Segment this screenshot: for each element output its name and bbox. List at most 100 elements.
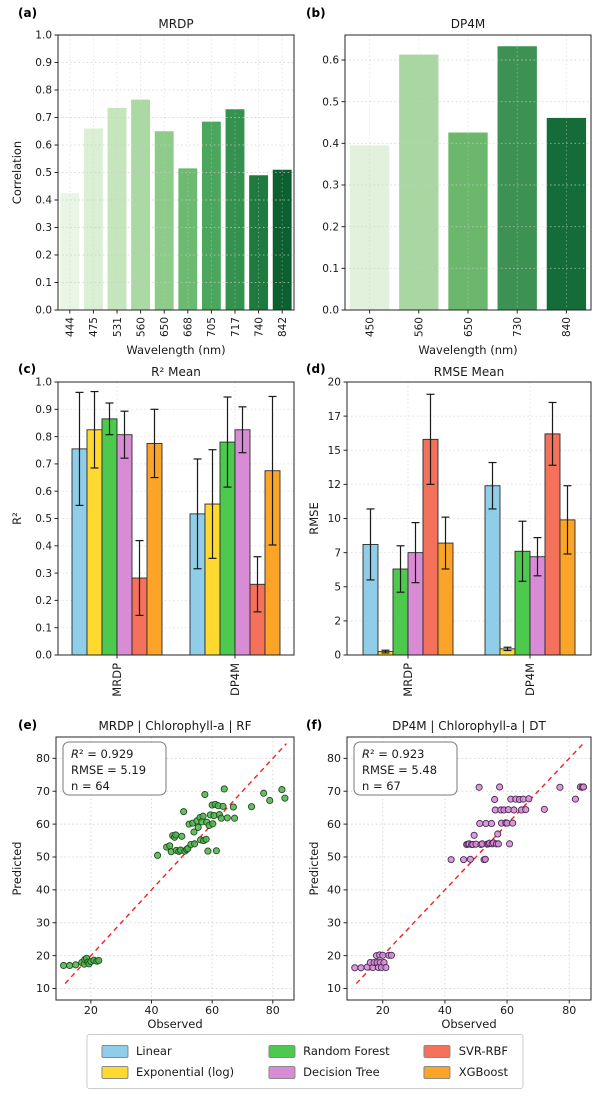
svg-text:DP4M | Chlorophyll-a | DT: DP4M | Chlorophyll-a | DT bbox=[392, 719, 546, 733]
svg-text:0.4: 0.4 bbox=[322, 138, 339, 150]
legend-item-linear: Linear bbox=[100, 1044, 234, 1058]
svg-text:Observed: Observed bbox=[147, 1017, 202, 1030]
svg-text:20: 20 bbox=[84, 1004, 98, 1017]
svg-text:10: 10 bbox=[36, 982, 50, 995]
panel-f: (f) DP4M | Chlorophyll-a | DT Predicted Ob… bbox=[305, 716, 601, 1030]
svg-text:0.2: 0.2 bbox=[35, 595, 52, 607]
svg-text:20: 20 bbox=[376, 1004, 390, 1017]
svg-text:0.8: 0.8 bbox=[35, 431, 52, 443]
legend-swatch bbox=[100, 1065, 128, 1079]
svg-text:0.0: 0.0 bbox=[35, 650, 52, 662]
legend-item-xgboost: XGBoost bbox=[423, 1065, 508, 1079]
svg-text:0.4: 0.4 bbox=[35, 195, 52, 207]
svg-text:17: 17 bbox=[328, 411, 341, 423]
svg-text:450: 450 bbox=[364, 317, 376, 337]
svg-text:0.1: 0.1 bbox=[322, 263, 339, 275]
svg-text:RMSE = 5.19: RMSE = 5.19 bbox=[71, 763, 146, 777]
svg-text:60: 60 bbox=[327, 818, 341, 831]
svg-text:60: 60 bbox=[36, 818, 50, 831]
svg-text:Observed: Observed bbox=[441, 1017, 496, 1030]
svg-text:40: 40 bbox=[36, 884, 50, 897]
legend-label: Linear bbox=[135, 1044, 172, 1058]
svg-text:560: 560 bbox=[414, 317, 426, 337]
panel-c: (c) R² Mean R² MRDP DP4M 0.0 0.1 0.2 0.3 0.4 0.5 0… bbox=[8, 360, 300, 716]
panel-e-chart: MRDP | Chlorophyll-a | RF Predicted Observ… bbox=[10, 719, 295, 1030]
panel-b-tag: (b) bbox=[306, 6, 326, 20]
legend-swatch bbox=[268, 1065, 296, 1079]
svg-text:80: 80 bbox=[266, 1004, 280, 1017]
svg-text:R² = 0.923: R² = 0.923 bbox=[362, 747, 424, 761]
svg-text:50: 50 bbox=[327, 851, 341, 864]
svg-text:2: 2 bbox=[334, 616, 341, 628]
svg-text:0.3: 0.3 bbox=[35, 222, 52, 234]
svg-text:RMSE: RMSE bbox=[307, 502, 321, 534]
svg-text:70: 70 bbox=[327, 785, 341, 798]
panel-d: (d) RMSE Mean RMSE MRDP DP4M 0 2 5 7 10 12 15 17 20 bbox=[305, 360, 601, 716]
panel-f-chart: DP4M | Chlorophyll-a | DT Predicted Observ… bbox=[307, 719, 592, 1030]
svg-text:0.0: 0.0 bbox=[35, 305, 52, 317]
svg-text:0.5: 0.5 bbox=[322, 96, 339, 108]
svg-text:12: 12 bbox=[328, 479, 341, 491]
svg-text:MRDP | Chlorophyll-a | RF: MRDP | Chlorophyll-a | RF bbox=[98, 719, 251, 733]
panel-a-chart: MRDP Correlation Wavelength (nm) 0.0 0.1 0.2 0… bbox=[10, 17, 295, 357]
legend-swatch bbox=[423, 1065, 451, 1079]
svg-text:20: 20 bbox=[36, 949, 50, 962]
svg-text:7: 7 bbox=[334, 547, 341, 559]
svg-text:0.9: 0.9 bbox=[35, 404, 52, 416]
svg-text:80: 80 bbox=[327, 752, 341, 765]
svg-text:R²: R² bbox=[10, 512, 24, 525]
svg-text:650: 650 bbox=[463, 317, 475, 337]
legend-label: SVR-RBF bbox=[458, 1044, 509, 1058]
svg-text:0.2: 0.2 bbox=[35, 250, 52, 262]
svg-text:0.9: 0.9 bbox=[35, 57, 52, 69]
svg-text:RMSE Mean: RMSE Mean bbox=[434, 365, 504, 379]
svg-text:0.3: 0.3 bbox=[35, 568, 52, 580]
svg-text:R² Mean: R² Mean bbox=[151, 365, 201, 379]
svg-text:20: 20 bbox=[328, 377, 341, 389]
svg-text:0: 0 bbox=[334, 650, 341, 662]
svg-text:0.5: 0.5 bbox=[35, 167, 52, 179]
svg-text:10: 10 bbox=[327, 982, 341, 995]
svg-text:0.6: 0.6 bbox=[35, 486, 52, 498]
svg-text:30: 30 bbox=[36, 916, 50, 929]
svg-text:60: 60 bbox=[205, 1004, 219, 1017]
svg-text:50: 50 bbox=[36, 851, 50, 864]
svg-text:40: 40 bbox=[438, 1004, 452, 1017]
svg-text:Predicted: Predicted bbox=[10, 842, 24, 896]
svg-text:5: 5 bbox=[334, 581, 341, 593]
svg-text:n = 64: n = 64 bbox=[71, 779, 110, 793]
panel-a-tag: (a) bbox=[18, 6, 38, 20]
svg-text:668: 668 bbox=[183, 317, 195, 337]
svg-text:40: 40 bbox=[327, 884, 341, 897]
svg-text:0.6: 0.6 bbox=[35, 140, 52, 152]
legend-label: Random Forest bbox=[303, 1044, 390, 1058]
svg-text:15: 15 bbox=[328, 445, 341, 457]
legend-item-decision-tree: Decision Tree bbox=[268, 1065, 390, 1079]
svg-text:705: 705 bbox=[206, 317, 218, 337]
svg-text:0.6: 0.6 bbox=[322, 55, 339, 67]
svg-text:0.7: 0.7 bbox=[35, 112, 52, 124]
svg-text:70: 70 bbox=[36, 785, 50, 798]
svg-text:0.5: 0.5 bbox=[35, 513, 52, 525]
svg-text:0.7: 0.7 bbox=[35, 459, 52, 471]
legend-item-svr-rbf: SVR-RBF bbox=[423, 1044, 509, 1058]
svg-text:0.4: 0.4 bbox=[35, 541, 52, 553]
svg-text:1.0: 1.0 bbox=[35, 30, 52, 42]
svg-text:Correlation: Correlation bbox=[10, 141, 24, 204]
svg-text:Predicted: Predicted bbox=[307, 842, 321, 896]
svg-text:840: 840 bbox=[561, 317, 573, 337]
svg-text:MRDP: MRDP bbox=[110, 663, 124, 697]
panel-c-chart: R² Mean R² MRDP DP4M 0.0 0.1 0.2 0.3 0.4 0.5 0.6 0.… bbox=[10, 365, 295, 697]
legend-label: Exponential (log) bbox=[135, 1065, 235, 1079]
svg-text:1.0: 1.0 bbox=[35, 377, 52, 389]
svg-text:Wavelength (nm): Wavelength (nm) bbox=[126, 343, 225, 357]
svg-text:842: 842 bbox=[277, 317, 289, 337]
svg-text:R² = 0.929: R² = 0.929 bbox=[71, 747, 133, 761]
svg-text:730: 730 bbox=[512, 317, 524, 337]
legend-swatch bbox=[100, 1044, 128, 1058]
svg-text:80: 80 bbox=[36, 752, 50, 765]
legend-item-random-forest: Random Forest bbox=[268, 1044, 390, 1058]
legend-swatch bbox=[423, 1044, 451, 1058]
panel-d-chart: RMSE Mean RMSE MRDP DP4M 0 2 5 7 10 12 15 17 20 bbox=[307, 365, 592, 697]
svg-text:475: 475 bbox=[88, 317, 100, 337]
